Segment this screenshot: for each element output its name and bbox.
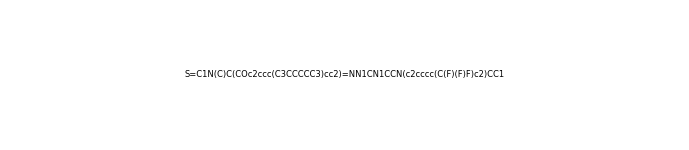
Text: S=C1N(C)C(COc2ccc(C3CCCCC3)cc2)=NN1CN1CCN(c2cccc(C(F)(F)F)c2)CC1: S=C1N(C)C(COc2ccc(C3CCCCC3)cc2)=NN1CN1CC… xyxy=(185,70,504,80)
